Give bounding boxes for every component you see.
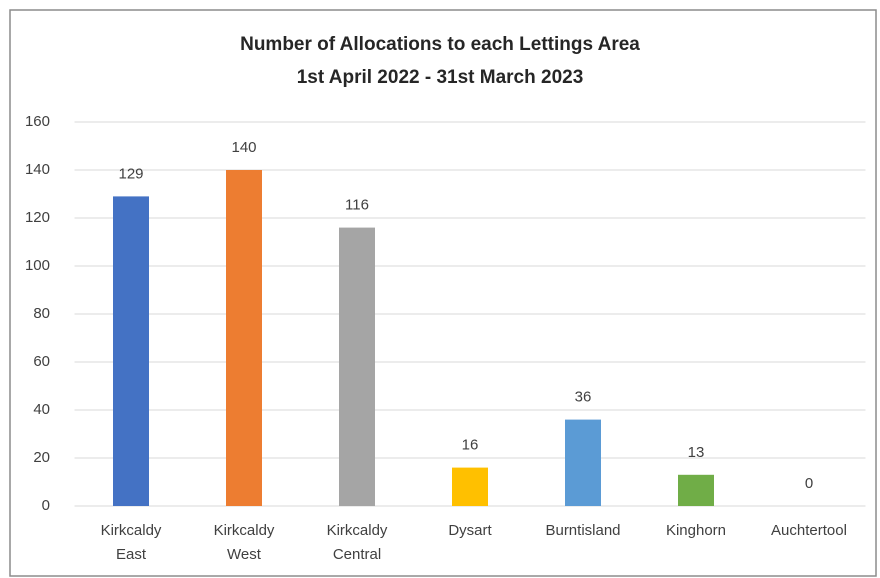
y-tick-label: 140 [25,161,50,178]
x-tick-label: Kirkcaldy East [101,522,162,563]
data-label: 140 [231,139,256,156]
x-tick-label: Dysart [448,522,492,539]
x-tick-label: Kirkcaldy Central [327,522,388,563]
data-label: 16 [462,437,479,454]
data-label: 116 [345,197,369,214]
y-tick-label: 160 [25,113,50,130]
y-tick-label: 40 [33,401,50,418]
chart-title: Number of Allocations to each Lettings A… [240,34,640,55]
y-tick-label: 80 [33,305,50,322]
y-tick-label: 0 [42,497,50,514]
y-tick-label: 120 [25,209,50,226]
bar [226,170,262,506]
bar [565,419,601,506]
x-tick-label: Auchtertool [771,522,847,539]
data-label: 13 [688,444,705,461]
bar [339,227,375,506]
bar [452,467,488,506]
data-label: 129 [118,165,143,182]
data-label: 0 [805,475,813,492]
bar [678,474,714,506]
data-label: 36 [575,389,592,406]
y-tick-label: 60 [33,353,50,370]
y-tick-label: 20 [33,449,50,466]
chart-subtitle: 1st April 2022 - 31st March 2023 [297,67,584,88]
bar [113,196,149,506]
y-tick-label: 100 [25,257,50,274]
x-tick-label: Kinghorn [666,522,726,539]
x-tick-label: Burntisland [545,522,620,539]
x-tick-label: Kirkcaldy West [214,522,275,563]
chart-frame [9,9,877,577]
